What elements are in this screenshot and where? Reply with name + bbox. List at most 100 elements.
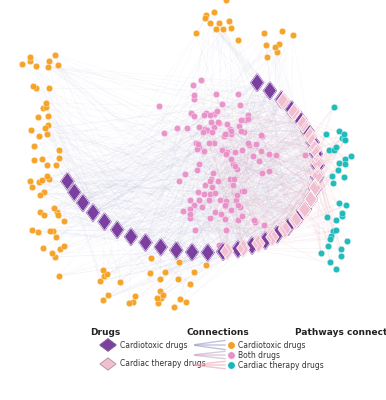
Point (234, 191, 240, 198)
Point (101, 273, 107, 280)
Text: Cardiotoxic drugs: Cardiotoxic drugs (238, 340, 305, 350)
Point (329, 172, 335, 179)
Point (251, 217, 257, 224)
Point (226, 18, 232, 25)
Point (238, 117, 244, 123)
Point (338, 246, 344, 252)
Text: Pathways connected to: Pathways connected to (295, 328, 386, 337)
Point (257, 148, 264, 154)
Point (191, 268, 197, 275)
Point (160, 292, 166, 298)
Point (242, 117, 248, 123)
Point (341, 131, 347, 138)
Point (208, 184, 215, 190)
Point (105, 292, 111, 299)
Point (171, 304, 177, 310)
Point (327, 235, 334, 242)
Polygon shape (277, 92, 290, 110)
Point (329, 180, 335, 186)
Point (228, 131, 234, 138)
Point (338, 253, 344, 260)
Polygon shape (201, 244, 214, 261)
Point (239, 147, 245, 153)
Point (237, 102, 243, 108)
Point (29, 83, 36, 89)
Polygon shape (288, 104, 301, 121)
Point (261, 222, 267, 228)
Point (339, 209, 345, 216)
Polygon shape (305, 190, 317, 208)
Point (261, 30, 267, 36)
Point (333, 216, 339, 223)
Point (31, 157, 37, 164)
Polygon shape (237, 239, 249, 257)
Polygon shape (311, 153, 324, 171)
Point (224, 121, 230, 127)
Point (266, 151, 272, 157)
Point (340, 136, 347, 142)
Point (209, 129, 215, 135)
Point (100, 267, 106, 273)
Point (330, 104, 337, 110)
Point (232, 163, 238, 170)
Point (246, 142, 252, 148)
Point (195, 146, 201, 152)
Polygon shape (297, 115, 310, 133)
Point (223, 227, 230, 234)
Point (56, 155, 62, 161)
Point (161, 130, 167, 136)
Polygon shape (246, 237, 259, 254)
Point (49, 250, 55, 256)
Point (29, 226, 35, 233)
Polygon shape (271, 226, 284, 243)
Point (212, 189, 218, 196)
Point (193, 30, 199, 36)
Point (244, 116, 251, 123)
Point (210, 170, 216, 176)
Point (126, 300, 132, 306)
Point (54, 211, 61, 218)
Point (100, 296, 106, 303)
Point (203, 110, 209, 116)
Point (44, 173, 50, 180)
Point (35, 114, 41, 120)
Point (333, 227, 339, 234)
Point (187, 211, 193, 218)
Point (196, 144, 202, 150)
Point (54, 209, 61, 215)
Point (236, 123, 242, 129)
Point (336, 128, 342, 135)
Point (117, 278, 123, 285)
Point (201, 112, 208, 118)
Point (327, 259, 334, 266)
Point (252, 219, 258, 225)
Point (154, 294, 161, 301)
Point (57, 246, 63, 252)
Point (272, 44, 278, 50)
Point (215, 119, 222, 126)
Point (333, 144, 339, 150)
Point (184, 125, 190, 132)
Point (33, 84, 39, 91)
Point (266, 168, 272, 174)
Point (180, 207, 186, 214)
Point (198, 76, 204, 83)
Point (339, 213, 345, 219)
Point (195, 124, 201, 130)
Point (222, 216, 228, 222)
Point (325, 243, 331, 249)
Text: Cardiotoxic drugs: Cardiotoxic drugs (120, 340, 188, 350)
Point (222, 202, 228, 208)
Point (46, 85, 52, 91)
Point (223, 198, 229, 204)
Polygon shape (301, 122, 314, 140)
Point (43, 104, 49, 111)
Point (182, 171, 188, 178)
Point (37, 192, 43, 198)
Point (241, 129, 247, 136)
Point (186, 197, 193, 204)
Point (206, 197, 212, 203)
Point (224, 149, 230, 155)
Point (203, 262, 210, 268)
Point (290, 32, 296, 38)
